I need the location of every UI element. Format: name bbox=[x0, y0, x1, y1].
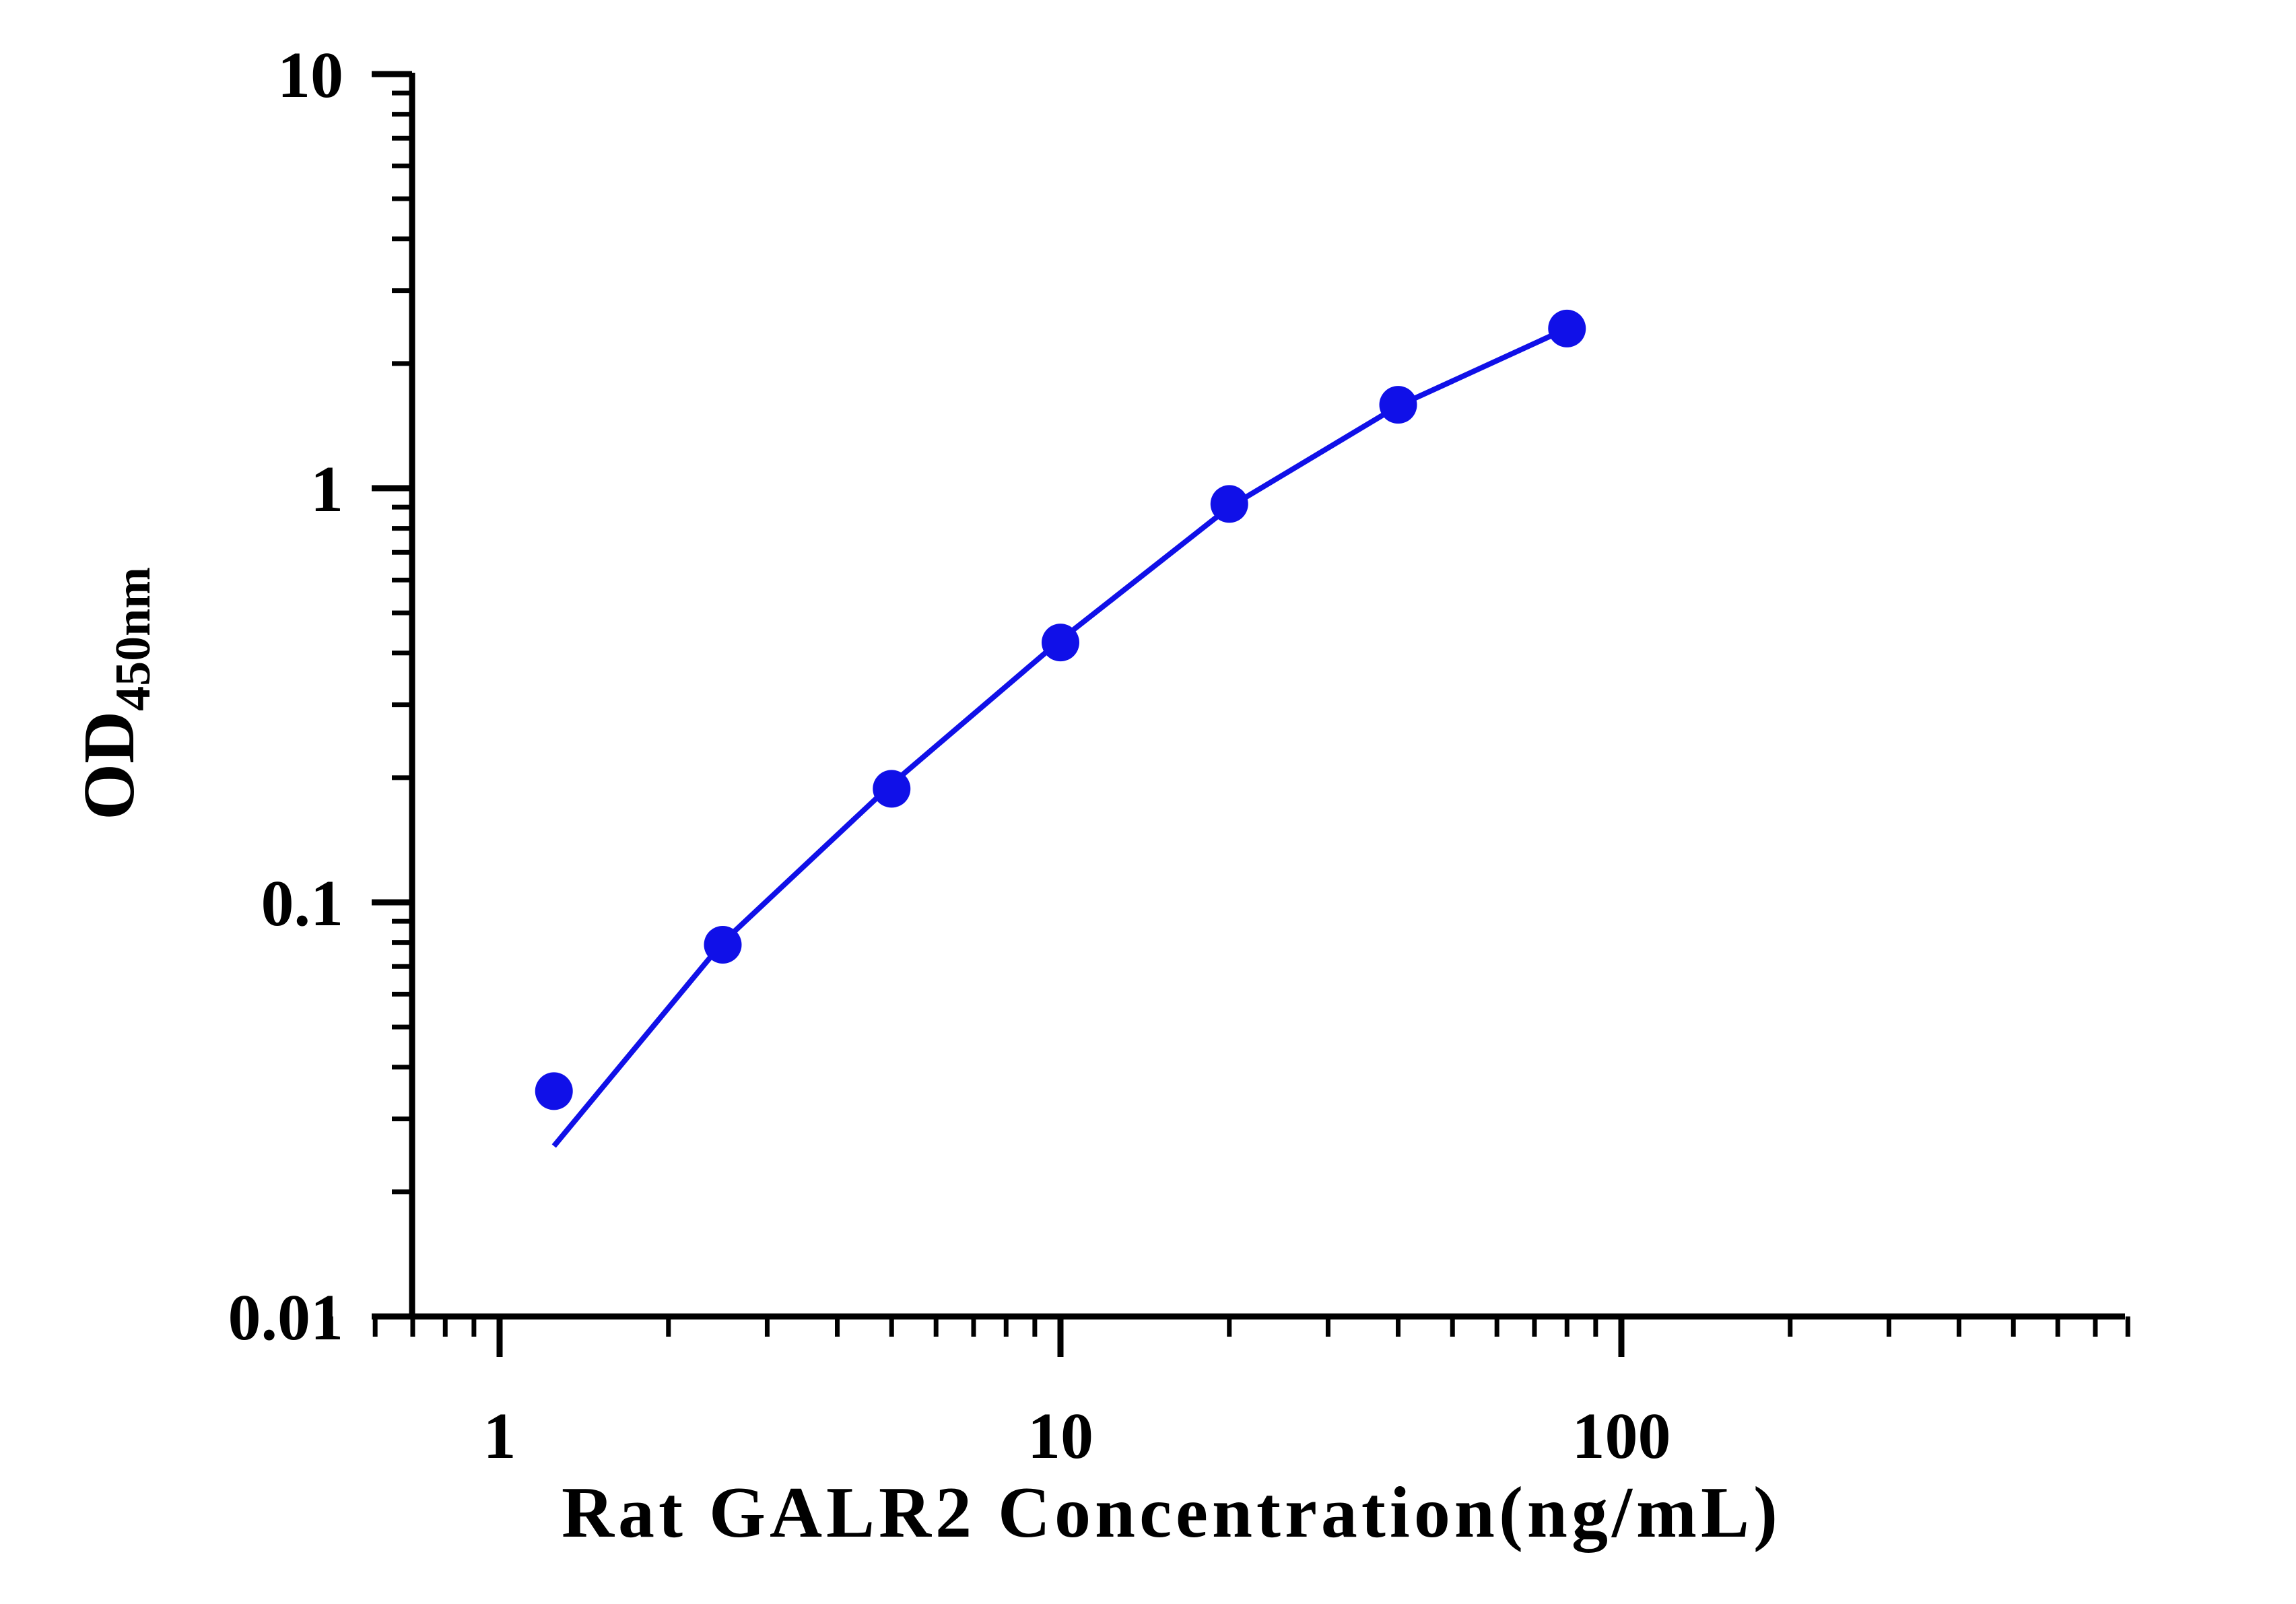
y-tick-label: 0.01 bbox=[228, 1281, 344, 1354]
data-point bbox=[1379, 386, 1417, 424]
x-axis-ticks bbox=[328, 1316, 2130, 1357]
x-axis-tick-labels: 1 10 100 bbox=[483, 1400, 1671, 1473]
fit-curve-line bbox=[551, 326, 1568, 1148]
x-tick-label: 100 bbox=[1572, 1400, 1671, 1473]
y-tick-label: 0.1 bbox=[261, 867, 344, 940]
y-tick-label: 10 bbox=[277, 39, 343, 112]
y-axis-title-main: OD bbox=[69, 711, 149, 820]
y-axis-title: OD450nm bbox=[69, 567, 161, 820]
y-axis-tick-labels: 0.01 0.1 1 10 bbox=[228, 39, 344, 1354]
data-points bbox=[535, 309, 1586, 1110]
y-axis-ticks bbox=[372, 71, 412, 1320]
x-tick-label: 10 bbox=[1027, 1400, 1093, 1473]
x-tick-label: 1 bbox=[483, 1400, 516, 1473]
data-point bbox=[1042, 624, 1079, 662]
data-point bbox=[1548, 309, 1586, 347]
fit-curve bbox=[551, 326, 1568, 1148]
y-tick-label: 1 bbox=[310, 453, 343, 526]
y-axis-title-subscript: 450nm bbox=[106, 567, 161, 711]
data-point bbox=[873, 770, 911, 808]
data-point bbox=[704, 925, 742, 964]
data-point bbox=[1210, 485, 1248, 523]
x-axis-title: Rat GALR2 Concentration(ng/mL) bbox=[562, 1473, 1782, 1553]
axes bbox=[409, 73, 2125, 1320]
data-point bbox=[535, 1072, 573, 1110]
